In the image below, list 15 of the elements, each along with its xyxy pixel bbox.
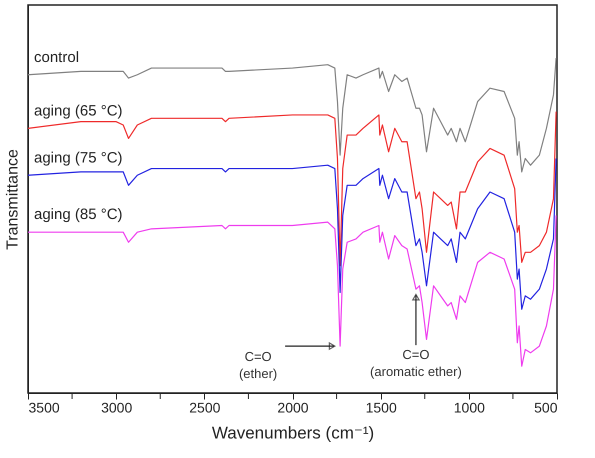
x-tick-label: 3500 — [28, 400, 60, 416]
x-tick-label: 1500 — [366, 400, 397, 416]
annotation: C=O (aromatic ether) — [370, 347, 462, 380]
x-tick-label: 1000 — [454, 400, 486, 416]
y-axis-title: Transmittance — [4, 149, 22, 250]
series-label: aging (85 °C) — [34, 206, 123, 224]
x-axis-title: Wavenumbers (cm⁻¹) — [212, 424, 374, 442]
x-tick-label: 2000 — [277, 400, 309, 416]
x-tick-label: 3000 — [101, 400, 132, 416]
x-tick-label: 500 — [534, 400, 558, 416]
series-label: aging (65 °C) — [34, 102, 123, 120]
x-tick-label: 2500 — [189, 400, 221, 416]
annotation: C=O (ether) — [238, 349, 278, 382]
series-label: aging (75 °C) — [34, 149, 123, 166]
series-label: control — [34, 48, 80, 66]
